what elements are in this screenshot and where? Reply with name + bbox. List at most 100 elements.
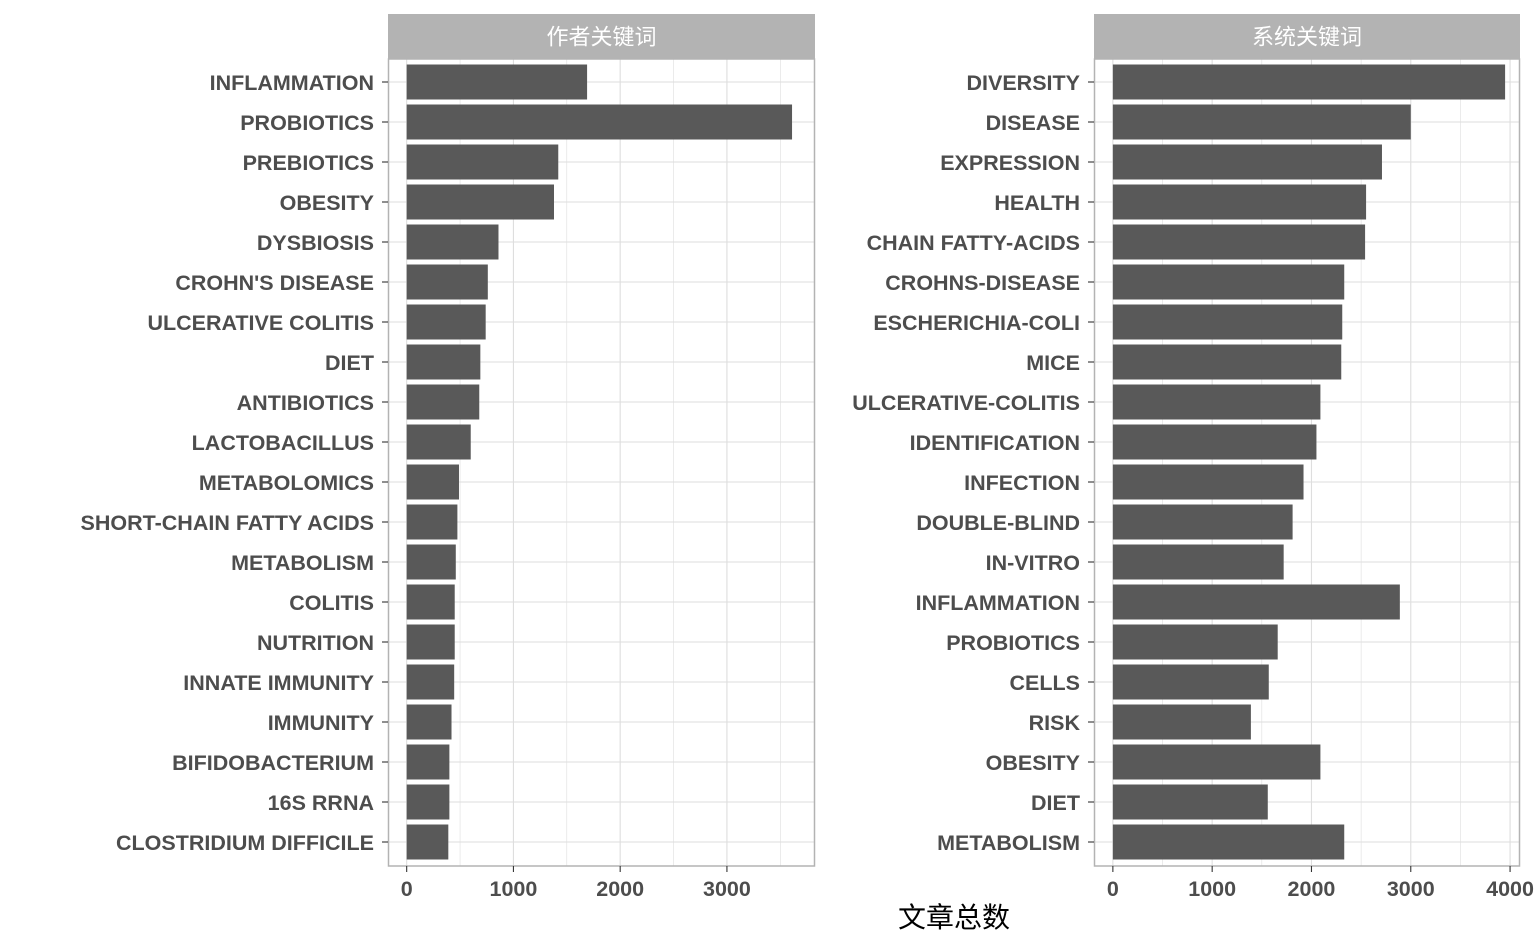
panel-background: [388, 59, 815, 866]
panel-system-keywords: 系统关键词 DIVERSITY DISEASE EXPRESSION HEALTH CHA…: [852, 14, 1534, 901]
bar: [406, 504, 458, 540]
category-label: OBESITY: [986, 751, 1080, 775]
category-label: METABOLISM: [937, 831, 1080, 855]
category-label: ULCERATIVE COLITIS: [147, 311, 374, 335]
bar: [406, 824, 449, 860]
bar: [1112, 464, 1304, 500]
category-label: PROBIOTICS: [946, 631, 1080, 655]
bar: [406, 664, 455, 700]
bar: [406, 704, 452, 740]
category-label: DIET: [1031, 791, 1080, 815]
bar: [1112, 784, 1268, 820]
category-label: DOUBLE-BLIND: [916, 511, 1080, 535]
category-label: CROHN'S DISEASE: [175, 271, 374, 295]
bar: [406, 744, 450, 780]
category-label: NUTRITION: [257, 631, 374, 655]
category-label: PROBIOTICS: [240, 111, 374, 135]
x-tick-label: 1000: [1188, 877, 1236, 901]
category-label: COLITIS: [289, 591, 374, 615]
bar: [406, 384, 480, 420]
bar: [1112, 624, 1278, 660]
category-label: CELLS: [1010, 671, 1080, 695]
bar: [1112, 344, 1342, 380]
bar: [406, 264, 488, 300]
category-label: SHORT-CHAIN FATTY ACIDS: [81, 511, 374, 535]
bar: [406, 144, 559, 180]
bar: [1112, 64, 1506, 100]
bar: [406, 184, 554, 220]
category-label: IDENTIFICATION: [910, 431, 1080, 455]
bar: [1112, 744, 1321, 780]
bar: [406, 104, 793, 140]
x-tick-label: 0: [1107, 877, 1119, 901]
bar: [1112, 104, 1411, 140]
bar: [406, 424, 471, 460]
category-label: DIVERSITY: [967, 71, 1081, 95]
category-label: RISK: [1029, 711, 1081, 735]
bar: [1112, 224, 1366, 260]
facet-strip: [1094, 14, 1520, 59]
category-label: LACTOBACILLUS: [192, 431, 374, 455]
category-label: BIFIDOBACTERIUM: [172, 751, 374, 775]
category-label: ESCHERICHIA-COLI: [873, 311, 1080, 335]
x-tick-label: 3000: [1387, 877, 1435, 901]
category-label: IMMUNITY: [268, 711, 374, 735]
x-tick-label: 0: [401, 877, 413, 901]
category-label: CROHNS-DISEASE: [885, 271, 1080, 295]
category-label: CHAIN FATTY-ACIDS: [867, 231, 1080, 255]
category-label: ANTIBIOTICS: [237, 391, 374, 415]
x-tick-label: 1000: [490, 877, 538, 901]
bar: [1112, 584, 1400, 620]
category-label: MICE: [1026, 351, 1080, 375]
bar: [406, 464, 459, 500]
bar: [1112, 424, 1317, 460]
bar: [1112, 544, 1284, 580]
category-label: METABOLISM: [231, 551, 374, 575]
x-tick-label: 3000: [703, 877, 751, 901]
category-label: ULCERATIVE-COLITIS: [852, 391, 1080, 415]
bar: [406, 624, 455, 660]
bar: [1112, 704, 1251, 740]
bar: [1112, 184, 1367, 220]
bar: [1112, 304, 1343, 340]
bar: [1112, 664, 1269, 700]
bar: [406, 64, 588, 100]
x-tick-label: 2000: [596, 877, 644, 901]
bar: [406, 784, 450, 820]
category-label: IN-VITRO: [986, 551, 1080, 575]
x-axis-title: 文章总数: [898, 901, 1010, 934]
category-label: DISEASE: [986, 111, 1080, 135]
panel-border: [1093, 58, 1521, 867]
facet-strip-title: 系统关键词: [1252, 26, 1362, 51]
bar: [406, 584, 455, 620]
facet-strip-title: 作者关键词: [546, 26, 656, 51]
bar: [1112, 824, 1345, 860]
category-label: OBESITY: [280, 191, 374, 215]
category-label: DIET: [325, 351, 374, 375]
category-label: INFLAMMATION: [916, 591, 1080, 615]
x-tick-label: 4000: [1486, 877, 1534, 901]
x-tick-label: 2000: [1288, 877, 1336, 901]
category-label: INFLAMMATION: [210, 71, 374, 95]
category-label: HEALTH: [994, 191, 1080, 215]
panel-border: [387, 58, 816, 867]
bar: [406, 344, 481, 380]
category-label: CLOSTRIDIUM DIFFICILE: [116, 831, 374, 855]
category-label: PREBIOTICS: [243, 151, 374, 175]
category-label: EXPRESSION: [940, 151, 1080, 175]
category-label: INFECTION: [964, 471, 1080, 495]
category-label: DYSBIOSIS: [257, 231, 374, 255]
category-label: 16S RRNA: [268, 791, 374, 815]
category-label: INNATE IMMUNITY: [183, 671, 374, 695]
bar: [1112, 144, 1382, 180]
bar: [406, 544, 456, 580]
bar: [1112, 264, 1345, 300]
panel-author-keywords: 作者关键词 INFLAMMATION PROBIOTICS PREBIOTICS OBE…: [81, 14, 816, 901]
facet-strip: [388, 14, 815, 59]
bar: [1112, 504, 1293, 540]
bar: [406, 304, 486, 340]
bar: [1112, 384, 1321, 420]
category-label: METABOLOMICS: [199, 471, 374, 495]
bar: [406, 224, 499, 260]
